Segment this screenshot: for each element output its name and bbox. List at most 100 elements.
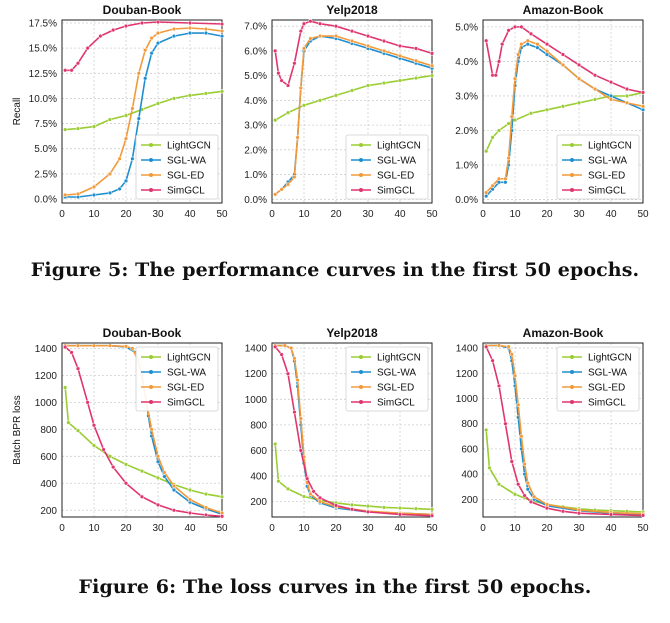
fig6-yelp2018-legend-label-sgl-ed: SGL-ED [377, 383, 414, 394]
fig5-douban-book-y-tick-label: 5.0% [34, 144, 57, 155]
fig5-amazon-book-series-simgcl-point [512, 24, 518, 30]
fig5-yelp2018-x-tick-label: 50 [426, 209, 438, 220]
fig6-douban-book-y-tick-label: 400 [40, 479, 57, 490]
fig5-yelp2018-series-simgcl-point [276, 71, 281, 76]
fig5-yelp2018-series-simgcl-point [301, 21, 307, 26]
fig5-yelp2018-x-tick-label: 20 [330, 209, 342, 220]
fig6-amazon-book-legend-marker-lightgcn [570, 355, 574, 359]
fig5-yelp2018-series-sgl-ed-point [298, 85, 303, 91]
fig6-douban-book-x-tick-label: 50 [216, 523, 228, 534]
fig6-amazon-book-axes-frame [482, 342, 644, 518]
fig5-amazon-book-series-lightgcn-point [624, 93, 630, 99]
fig5-amazon-book-legend-label-simgcl: SimGCL [588, 186, 626, 197]
fig6-amazon-book-series-lightgcn-point [512, 492, 518, 497]
fig6-douban-book-series-simgcl-point [155, 502, 161, 508]
fig6-yelp2018-series-lightgcn-line [274, 444, 433, 511]
fig6-yelp2018-title: Yelp2018 [326, 326, 378, 340]
fig6-douban-book-series-sgl-wa-point [171, 487, 177, 493]
fig5-douban-book-y-tick-label: 0.0% [34, 194, 57, 205]
fig5-amazon-book-series-lightgcn-point [560, 104, 566, 109]
fig5-amazon-book-legend-marker-sgl-ed [570, 173, 574, 177]
fig5-douban-book-x-tick-label: 0 [59, 209, 65, 220]
fig5-amazon-book-series-lightgcn-point [490, 135, 495, 140]
fig5-douban-book-series-simgcl-point [85, 46, 90, 51]
fig6-yelp2018-legend-box [345, 346, 429, 412]
fig5-amazon-book-legend-label-sgl-wa: SGL-WA [588, 156, 627, 167]
fig5-douban-book-series-sgl-wa-point [91, 192, 97, 198]
fig5-douban-book-series-simgcl-point [69, 68, 74, 73]
fig6-yelp2018-x-tick-label: 10 [298, 523, 310, 534]
fig5-douban-book-x-tick-label: 50 [216, 209, 228, 220]
fig5-yelp2018-series-simgcl-line [274, 20, 433, 87]
fig6-yelp2018-series-simgcl-point [317, 495, 323, 500]
fig6-douban-book-y-tick-label: 600 [40, 452, 57, 463]
fig5-amazon-book-legend: LightGCN SGL-WA SGL-ED SimGCL [556, 134, 640, 200]
fig5-yelp2018-y-tick-label: 4.0% [244, 96, 267, 107]
fig6-yelp2018-x-tick-label: 50 [426, 523, 438, 534]
fig6-douban-book-series-simgcl-line [64, 346, 223, 518]
fig6-amazon-book-y-tick-label: 600 [461, 444, 478, 455]
fig5-amazon-book-x-tick-label: 50 [637, 209, 649, 220]
fig5-amazon-book-y-tick-label: 3.0% [455, 91, 478, 102]
fig6-amazon-book-legend-label-lightgcn: LightGCN [588, 353, 632, 364]
fig6-douban-book-series-simgcl-point [219, 514, 225, 519]
fig6-amazon-book-y-tick-label: 1000 [456, 394, 479, 405]
fig5-douban-book-legend: LightGCN SGL-WA SGL-ED SimGCL [135, 134, 219, 200]
fig5-yelp2018-series-sgl-ed-point [429, 63, 435, 68]
fig5-douban-book-series-sgl-wa-point [171, 33, 177, 39]
fig5-douban-book-legend-label-simgcl: SimGCL [167, 186, 205, 197]
fig5-douban-book-series-sgl-ed-point [63, 192, 68, 198]
fig6-yelp2018-series-simgcl-point [279, 352, 284, 357]
fig6-douban-book-series-simgcl-point [75, 366, 81, 371]
fig5-douban-book-series-simgcl-point [219, 21, 225, 27]
fig5-yelp2018-series-simgcl-point [365, 33, 371, 39]
fig6-douban-book-legend-marker-sgl-wa [149, 370, 153, 374]
fig6-douban-book-series-simgcl-point [63, 344, 68, 350]
fig6-douban-book-series-simgcl-point [91, 423, 97, 428]
fig5-douban-book-series-sgl-ed-point [136, 71, 141, 76]
fig5-douban-book-title: Douban-Book [103, 3, 182, 17]
fig6-douban-book-series-sgl-ed-point [107, 343, 113, 348]
fig5-yelp2018-series-sgl-ed-point [273, 192, 278, 197]
fig6-douban-book-series-simgcl-point [187, 510, 193, 516]
fig6-douban-book-series-sgl-ed-point [171, 483, 177, 489]
fig6-amazon-book-series-lightgcn-point [484, 427, 489, 433]
fig6-douban-book-y-tick-label: 1000 [35, 398, 58, 409]
fig5-amazon-book-series-simgcl-point [500, 42, 505, 47]
fig6-yelp2018-legend-marker-lightgcn [359, 355, 363, 359]
fig5-yelp2018-legend-box [345, 134, 429, 200]
fig6-douban-book-chart: Douban-Book 0 10 20 30 40 50 200 400 600 800 1000 12… [12, 326, 228, 534]
fig6-yelp2018-series-simgcl-point [365, 509, 371, 515]
fig5-douban-book-y-tick-label: 7.5% [34, 119, 57, 130]
fig5-yelp2018-axes-frame [271, 19, 433, 204]
fig5-yelp2018-legend-label-lightgcn: LightGCN [377, 141, 421, 152]
fig5-douban-book-y-tick-label: 15.0% [29, 44, 57, 55]
fig5-douban-book-series-sgl-ed-point [123, 136, 129, 141]
fig5-douban-book-series-sgl-ed-point [117, 156, 122, 161]
fig5-yelp2018-series-simgcl-point [429, 51, 435, 56]
fig6-yelp2018-x-tick-label: 0 [269, 523, 275, 534]
fig5-yelp2018-series-simgcl-point [397, 43, 403, 49]
fig5-yelp2018-series-lightgcn-point [273, 118, 278, 123]
fig5-douban-book-series-simgcl-point [187, 20, 193, 26]
fig5-amazon-book-legend-label-lightgcn: LightGCN [588, 141, 632, 152]
fig6-yelp2018-series-lightgcn-point [429, 507, 435, 512]
fig6-douban-book-x-tick-label: 40 [184, 523, 196, 534]
fig6-amazon-book-x-tick-label: 10 [509, 523, 521, 534]
fig6-amazon-book-legend-box [556, 346, 640, 412]
fig5-yelp2018-series-sgl-wa-line [274, 35, 433, 195]
fig5-yelp2018-series-simgcl-point [298, 28, 303, 34]
fig5-amazon-book-y-tick-label: 2.0% [455, 126, 478, 137]
fig5-yelp2018-series-lightgcn-point [381, 80, 387, 86]
fig6-yelp2018-series-sgl-ed-point [308, 491, 313, 497]
fig6-amazon-book-series-sgl-ed-point [532, 494, 537, 499]
fig6-amazon-book-series-sgl-ed-point [525, 480, 530, 486]
fig5-amazon-book-x-tick-label: 40 [605, 209, 617, 220]
fig6-douban-book-y-tick-label: 200 [40, 506, 57, 517]
fig5-yelp2018-series-lightgcn-point [413, 75, 419, 81]
fig5-douban-book-y-axis-label: Recall [12, 98, 23, 126]
fig6-douban-book-series-sgl-ed-point [162, 470, 167, 475]
fig5-yelp2018-x-tick-label: 40 [394, 209, 406, 220]
fig6-yelp2018-legend-marker-sgl-ed [359, 385, 363, 389]
fig6-douban-book-x-tick-label: 10 [88, 523, 100, 534]
